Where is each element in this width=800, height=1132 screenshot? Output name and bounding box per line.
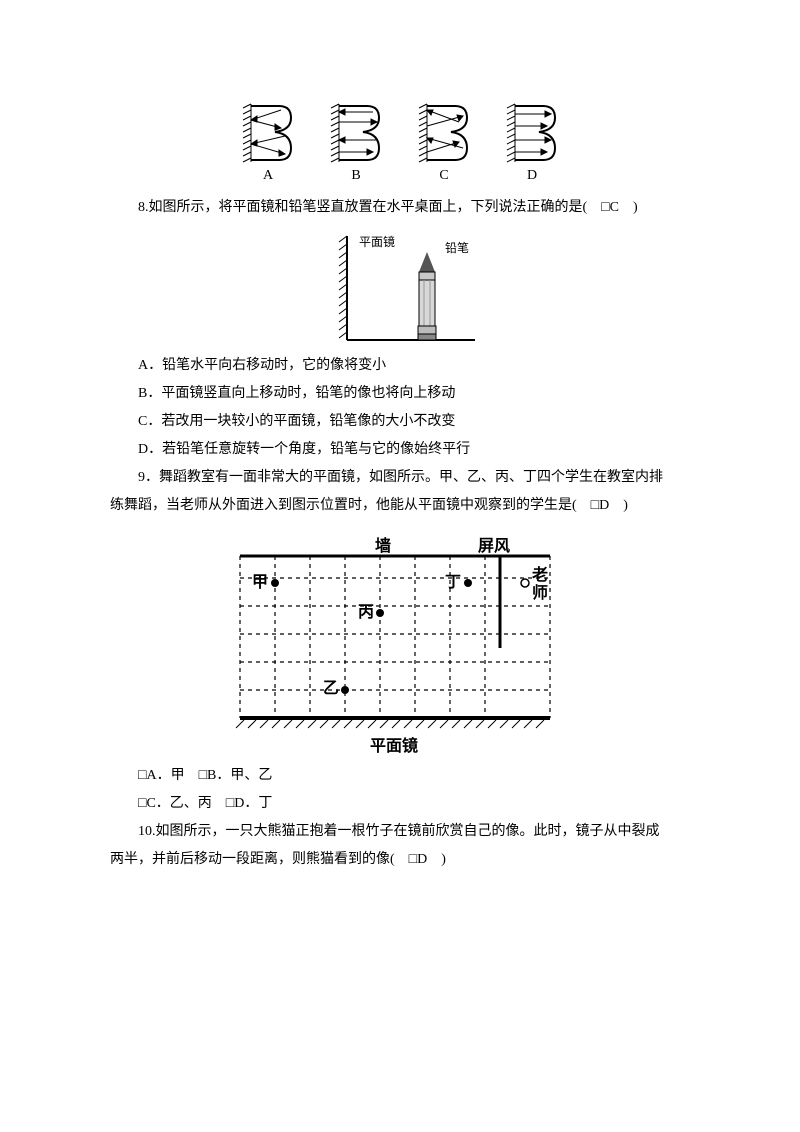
label-ding: 丁 [445,568,461,592]
q9-stem2: 练舞蹈，当老师从外面进入到图示位置时，他能从平面镜中观察到的学生是( □D ) [110,492,690,520]
bshape-d: D [503,100,561,184]
label-teacher2: 师 [532,586,548,602]
bshapes-row: A B [110,100,690,184]
q9-opt-cd: □C．乙、丙 □D．丁 [110,790,690,818]
label-jia: 甲 [252,568,268,592]
q8-stem: 8.如图所示，将平面镜和铅笔竖直放置在水平桌面上，下列说法正确的是( □C ) [110,194,690,222]
bshape-b-label: B [351,168,360,184]
bshape-b-svg [327,100,385,166]
bshape-d-label: D [527,168,537,184]
pencil-label: 铅笔 [445,240,469,255]
bshape-b: B [327,100,385,184]
classroom-figure: 墙 屏风 平面镜 甲 丙 乙 丁 老 师 [110,528,690,758]
dot-yi [341,686,349,694]
bshape-c-svg [415,100,473,166]
page-root: A B [0,0,800,934]
bshape-c: C [415,100,473,184]
bshape-a: A [239,100,297,184]
q8-opt-a: A．铅笔水平向右移动时，它的像将变小 [110,352,690,380]
label-screen: 屏风 [478,532,510,556]
bshape-a-svg [239,100,297,166]
mirror-pencil-svg: 平面镜 铅笔 [305,228,495,348]
dot-jia [271,579,279,587]
q9-stem1: 9．舞蹈教室有一面非常大的平面镜，如图所示。甲、乙、丙、丁四个学生在教室内排 [110,464,690,492]
q8-opt-d: D．若铅笔任意旋转一个角度，铅笔与它的像始终平行 [110,436,690,464]
bshape-a-label: A [263,168,273,184]
label-teacher1: 老 [532,568,548,584]
dot-teacher [521,579,529,587]
mirror-label: 平面镜 [359,234,395,249]
dot-ding [464,579,472,587]
q10-stem1: 10.如图所示，一只大熊猫正抱着一根竹子在镜前欣赏自己的像。此时，镜子从中裂成 [110,818,690,846]
label-yi: 乙 [323,674,339,698]
q10-stem2: 两半，并前后移动一段距离，则熊猫看到的像( □D ) [110,846,690,874]
dot-bing [376,609,384,617]
bshape-d-svg [503,100,561,166]
mirror-pencil-figure: 平面镜 铅笔 [110,228,690,348]
label-wall: 墙 [375,532,391,556]
q8-opt-b: B．平面镜竖直向上移动时，铅笔的像也将向上移动 [110,380,690,408]
label-mirror: 平面镜 [370,732,418,756]
label-bing: 丙 [358,598,374,622]
q8-opt-c: C．若改用一块较小的平面镜，铅笔像的大小不改变 [110,408,690,436]
bshape-c-label: C [439,168,448,184]
classroom-svg [220,528,580,758]
q9-opt-ab: □A．甲 □B．甲、乙 [110,762,690,790]
